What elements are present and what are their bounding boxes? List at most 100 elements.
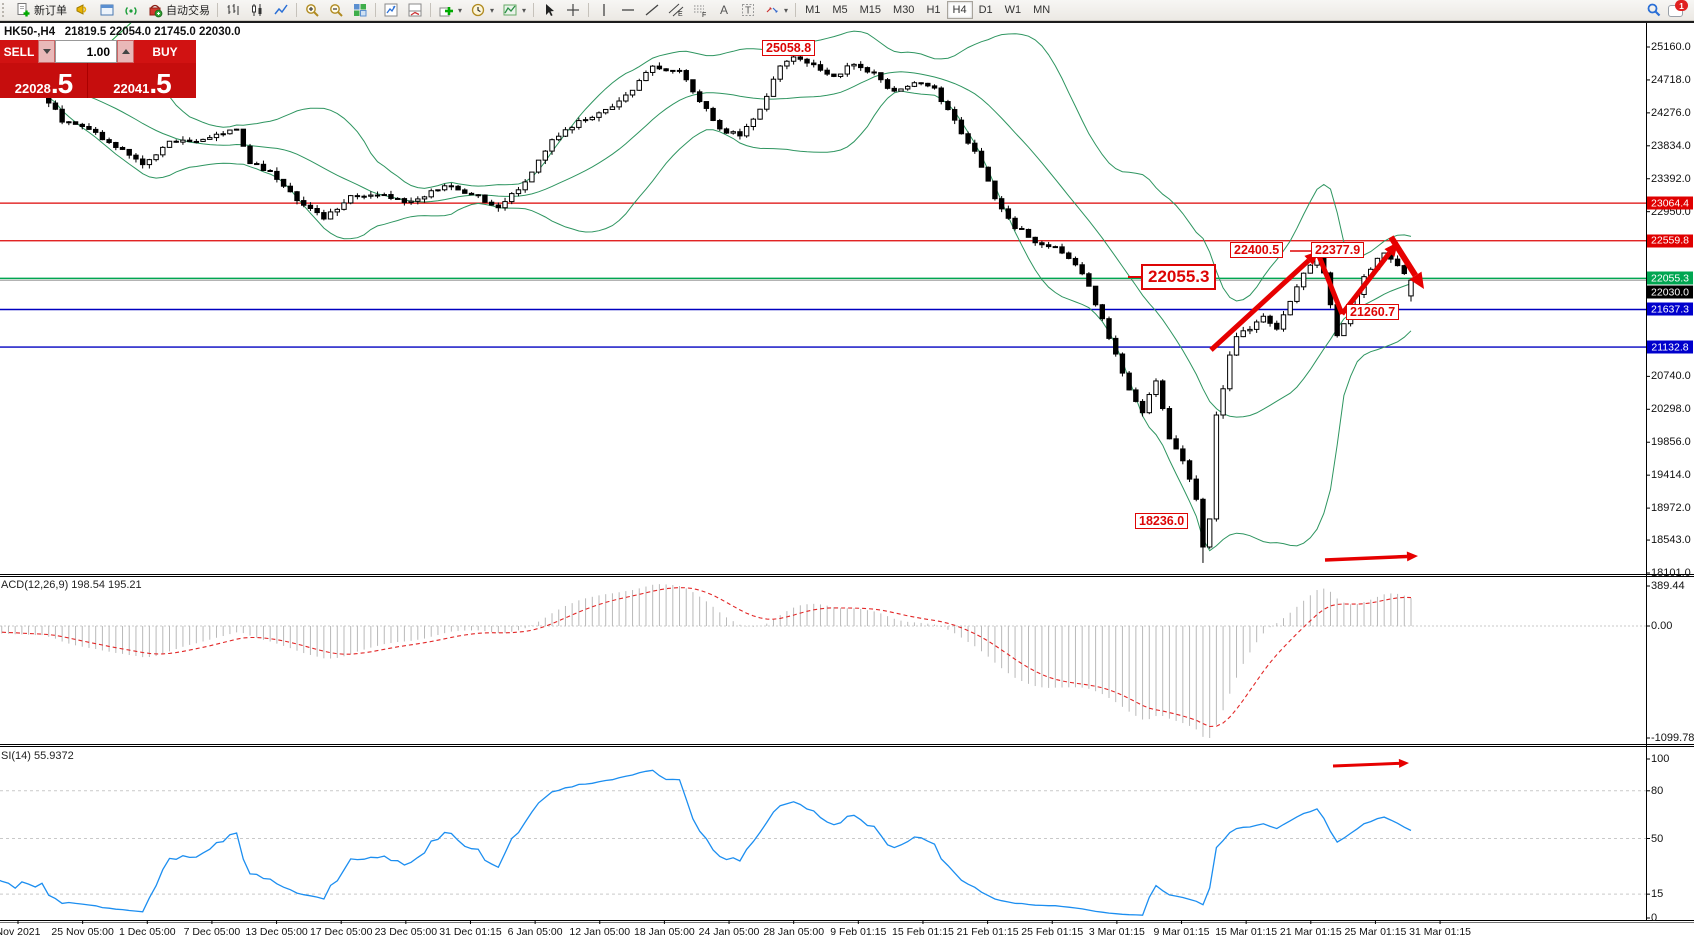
candle-up xyxy=(643,71,649,82)
candle-down xyxy=(294,191,300,202)
candle-down xyxy=(1099,304,1106,320)
toolbar-separator xyxy=(430,3,431,17)
candle-down xyxy=(1025,228,1032,238)
bid-price[interactable]: 22028.5 xyxy=(0,63,88,98)
zoom-in-button[interactable] xyxy=(300,0,324,20)
candle-up xyxy=(1227,354,1233,390)
bars-icon xyxy=(225,2,241,18)
candle-up xyxy=(623,94,629,102)
candle-up xyxy=(207,137,213,140)
horizontal-line-tool[interactable] xyxy=(616,0,640,20)
candle-down xyxy=(1039,242,1045,246)
timeframe-m1-button[interactable]: M1 xyxy=(805,4,821,16)
candle-down xyxy=(448,185,455,188)
annotations xyxy=(1209,235,1424,768)
volume-input[interactable]: 1.00 xyxy=(55,40,117,63)
price-axis-label: 24718.0 xyxy=(1651,73,1691,86)
candle-up xyxy=(898,88,904,92)
toolbar-separator xyxy=(375,3,376,17)
candle-down xyxy=(72,121,79,125)
cursor-tool-button[interactable] xyxy=(537,0,561,20)
price-axis-label: 19856.0 xyxy=(1651,436,1691,449)
autotrade-button[interactable]: 自动交易 xyxy=(143,0,214,20)
window-icon xyxy=(99,2,115,18)
dropdown-caret-icon: ▾ xyxy=(522,5,527,15)
timeframe-w1-button[interactable]: W1 xyxy=(1004,4,1022,16)
candle-up xyxy=(327,211,334,220)
candle-down xyxy=(951,109,958,121)
candle-down xyxy=(321,212,327,220)
volume-decrease-button[interactable] xyxy=(38,40,55,63)
candle-down xyxy=(931,85,938,89)
price-axis-label: 18972.0 xyxy=(1651,502,1691,515)
candle-up xyxy=(589,116,595,121)
new-order-button[interactable]: 新订单 xyxy=(11,0,71,20)
tile-windows-button[interactable] xyxy=(348,0,372,20)
candle-down xyxy=(1126,372,1132,391)
label-tool[interactable]: T xyxy=(736,0,760,20)
search-icon[interactable] xyxy=(1646,2,1662,18)
indicator-window-button[interactable] xyxy=(403,0,427,20)
timeframe-h4-button[interactable]: H4 xyxy=(946,1,973,19)
notifications-button[interactable]: 1 xyxy=(1668,0,1688,18)
trendline-tool[interactable] xyxy=(640,0,664,20)
periods-menu-button[interactable]: ▾ xyxy=(466,0,498,20)
alerts-button[interactable] xyxy=(71,0,95,20)
buy-button[interactable]: BUY xyxy=(134,40,196,63)
candle-down xyxy=(482,194,488,203)
toolbar-separator xyxy=(795,3,797,17)
bollinger-lower-band xyxy=(1,86,1412,552)
timeframe-m15-button[interactable]: M15 xyxy=(859,4,882,16)
timeframe-m30-button[interactable]: M30 xyxy=(893,4,915,16)
candle-down xyxy=(864,67,871,73)
indicator-list-button[interactable] xyxy=(379,0,403,20)
candle-down xyxy=(703,101,710,109)
bar-chart-button[interactable] xyxy=(221,0,245,20)
macd-indicator-label: ACD(12,26,9) 198.54 195.21 xyxy=(1,579,142,591)
candle-up xyxy=(757,108,763,120)
zoom-out-button[interactable] xyxy=(324,0,348,20)
timeframe-d1-button[interactable]: D1 xyxy=(978,4,993,16)
timeframe-toolbar: M1 M5 M15 M30 H1 H4 D1 W1 MN xyxy=(799,1,1056,19)
chart-window-button[interactable] xyxy=(95,0,119,20)
toolbar-separator xyxy=(296,3,297,17)
candle-up xyxy=(334,208,340,213)
crosshair-tool-button[interactable] xyxy=(561,0,585,20)
sell-button[interactable]: SELL xyxy=(0,40,38,63)
candle-up xyxy=(1240,330,1246,338)
window-divider xyxy=(0,20,1694,23)
add-indicator-button[interactable]: ▾ xyxy=(434,0,466,20)
candle-up xyxy=(556,135,562,141)
timeframe-mn-button[interactable]: MN xyxy=(1033,4,1051,16)
toolbar-grip[interactable] xyxy=(2,3,9,17)
candle-up xyxy=(213,133,220,139)
candle-down xyxy=(86,126,92,130)
timeframe-h1-button[interactable]: H1 xyxy=(926,4,941,16)
fibonacci-tool[interactable]: F xyxy=(688,0,712,20)
candle-up xyxy=(441,185,448,191)
trend-up-arrow-1 xyxy=(1209,258,1311,352)
signals-button[interactable] xyxy=(119,0,143,20)
toolbar-buttons: 新订单 自动交易 ▾ ▾ ▾ E F A T ▾ xyxy=(11,0,799,20)
rsi-axis-label: 100 xyxy=(1651,753,1670,765)
price-axis-label: 19414.0 xyxy=(1651,469,1691,482)
arrows-tool[interactable]: ▾ xyxy=(760,0,792,20)
template-menu-button[interactable]: ▾ xyxy=(498,0,530,20)
equidistant-channel-tool[interactable]: E xyxy=(664,0,688,20)
rsi-line xyxy=(0,769,1412,916)
text-tool[interactable]: A xyxy=(712,0,736,20)
ask-price[interactable]: 22041.5 xyxy=(88,63,196,98)
candle-up xyxy=(1307,264,1314,274)
candle-down xyxy=(1019,227,1025,230)
candle-chart-button[interactable] xyxy=(245,0,269,20)
line-chart-button[interactable] xyxy=(269,0,293,20)
timeframe-m5-button[interactable]: M5 xyxy=(832,4,848,16)
volume-increase-button[interactable] xyxy=(117,40,134,63)
vertical-line-tool[interactable] xyxy=(592,0,616,20)
candle-down xyxy=(1139,400,1146,414)
candle-down xyxy=(79,123,85,128)
candle-down xyxy=(1394,258,1401,267)
time-axis-label: 17 Dec 05:00 xyxy=(309,926,373,938)
time-axis-label: 13 Dec 05:00 xyxy=(245,926,308,938)
